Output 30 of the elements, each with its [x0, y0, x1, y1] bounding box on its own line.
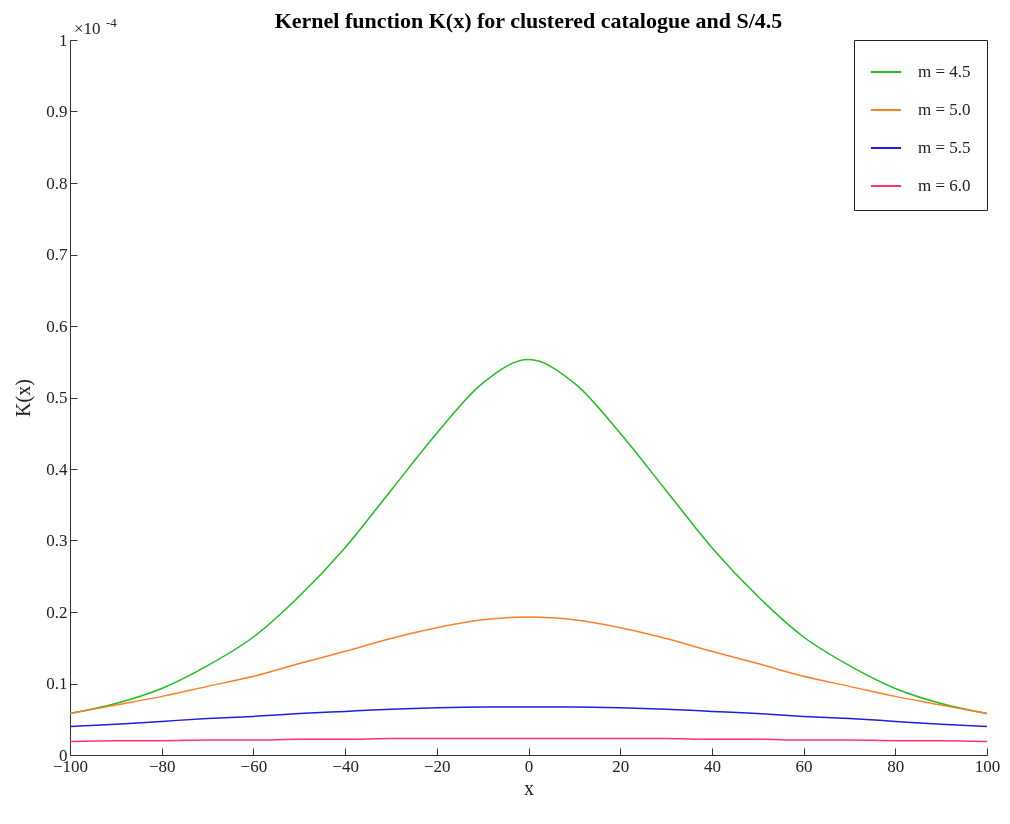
- x-tick-label: −20: [424, 756, 451, 776]
- y-tick-label: 1: [59, 30, 68, 50]
- x-tick-label: 80: [887, 756, 905, 776]
- line-series: [70, 616, 987, 715]
- x-tick-label: 20: [612, 756, 630, 776]
- y-tick-label: 0.9: [46, 102, 68, 121]
- legend-label: m = 5.0: [918, 100, 971, 119]
- x-tick-label: 100: [974, 756, 1001, 776]
- y-tick-label: 0.5: [46, 388, 68, 407]
- y-axis-title: K(x): [12, 379, 36, 417]
- legend-label: m = 4.5: [918, 62, 971, 81]
- x-tick-label: −80: [148, 756, 176, 776]
- x-tick-label: −40: [332, 756, 359, 776]
- y-tick-label: 0.4: [46, 459, 68, 479]
- legend-label: m = 6.0: [918, 176, 971, 195]
- y-tick-label: 0.7: [46, 245, 68, 264]
- x-axis-title: x: [524, 776, 534, 799]
- y-tick-label: 0.3: [46, 531, 68, 550]
- x-tick-label: 60: [795, 756, 813, 776]
- y-tick-label: 0.1: [46, 674, 68, 693]
- x-tick-label: −60: [240, 756, 268, 776]
- x-tick-label: 0: [524, 756, 534, 776]
- legend-label: m = 5.5: [918, 138, 971, 157]
- text: ×10-4: [74, 15, 118, 38]
- y-tick-label: 0.6: [46, 316, 68, 336]
- y-tick-label: 0.8: [46, 173, 68, 193]
- x-tick-label: 40: [703, 756, 721, 776]
- line-series: [70, 706, 987, 728]
- y-tick-label: 0.2: [46, 602, 68, 622]
- chart-title: Kernel function K(x) for clustered catalogue and S/4.5: [274, 8, 783, 33]
